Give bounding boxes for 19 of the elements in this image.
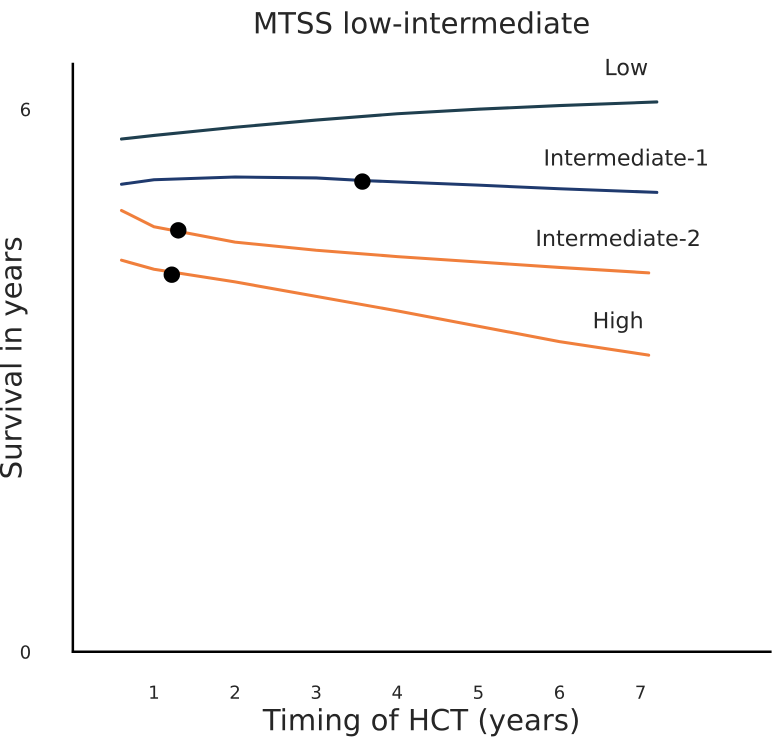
- line-series: [120, 258, 650, 357]
- x-tick-label: 7: [636, 686, 645, 699]
- y-tick-label: 0: [20, 645, 30, 659]
- chart-title: MTSS low-intermediate: [256, 11, 589, 34]
- series-label: Intermediate-2: [538, 229, 699, 246]
- point: [170, 222, 187, 239]
- x-axis-title: Timing of HCT (years): [262, 708, 578, 736]
- x-tick-label: 5: [474, 686, 483, 700]
- line-series: [120, 100, 658, 141]
- x-tick-label: 3: [312, 685, 320, 700]
- x-tick-label: 4: [392, 686, 402, 699]
- x-tick-label: 6: [554, 685, 564, 700]
- point: [354, 173, 371, 190]
- series-label: High: [594, 311, 642, 333]
- series-label: Intermediate-1: [546, 148, 707, 166]
- x-tick-label: 2: [230, 685, 239, 699]
- point: [164, 266, 180, 283]
- x-tick-label: 1: [150, 686, 158, 699]
- series-label: Low: [606, 58, 648, 76]
